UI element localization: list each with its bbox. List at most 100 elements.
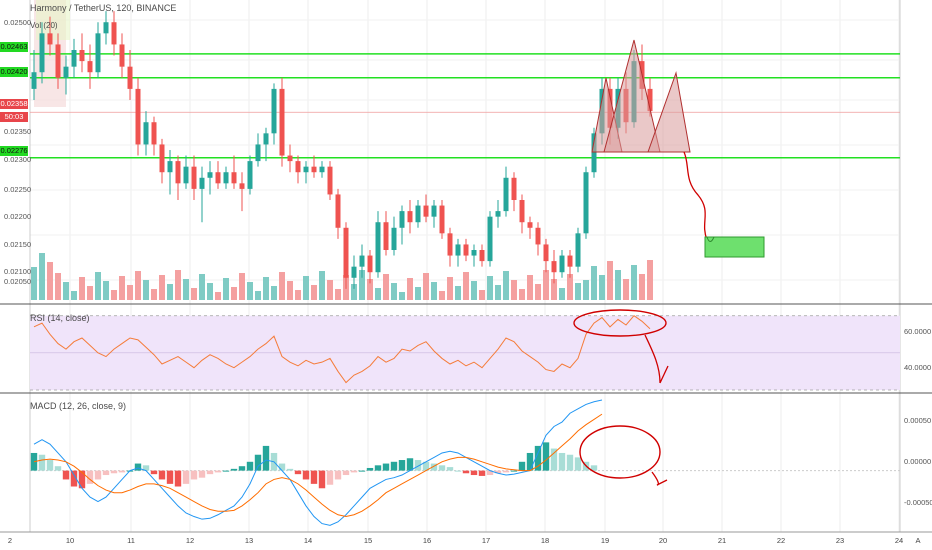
rsi-axis-label: 60.0000 [904, 327, 932, 336]
macd-histogram-bar [342, 470, 350, 476]
candle-body [71, 50, 77, 67]
time-axis-label: 21 [717, 536, 727, 545]
volume-bar [591, 266, 597, 300]
candle-body [647, 88, 653, 112]
volume-bar [607, 261, 613, 300]
volume-bar [87, 286, 93, 300]
macd-histogram-bar [326, 470, 334, 485]
macd-histogram-bar [38, 454, 46, 471]
volume-bar [479, 290, 485, 300]
candle-body [551, 261, 557, 273]
volume-label: Vol (20) [30, 21, 58, 30]
macd-histogram-bar [62, 470, 70, 480]
volume-bar [423, 273, 429, 300]
main-title: Harmony / TetherUS, 120, BINANCE [30, 3, 177, 13]
volume-bar [31, 267, 37, 300]
candle-body [511, 177, 517, 200]
macd-histogram-bar [446, 467, 454, 471]
volume-bar [199, 274, 205, 300]
volume-bar [383, 274, 389, 300]
candle-body [591, 133, 597, 173]
head-triangle [603, 39, 661, 153]
volume-bar [295, 290, 301, 300]
macd-histogram-bar [294, 470, 302, 475]
macd-histogram-bar [86, 470, 94, 484]
macd-histogram-bar [398, 460, 406, 471]
macd-histogram-bar [558, 452, 566, 471]
candle-body [103, 22, 109, 34]
candle-body [183, 166, 189, 184]
candle-body [95, 33, 101, 73]
candle-body [287, 155, 293, 162]
volume-bar [55, 273, 61, 300]
time-axis-label: 18 [540, 536, 550, 545]
macd-annotation-arrow [651, 471, 668, 486]
macd-histogram-bar [142, 465, 150, 471]
macd-histogram-bar [542, 442, 550, 471]
price-axis-label: 0.02350 [4, 127, 32, 136]
volume-bar [543, 270, 549, 300]
macd-histogram-bar [438, 465, 446, 471]
volume-bar [279, 272, 285, 300]
macd-histogram-bar [230, 468, 238, 471]
candle-body [199, 177, 205, 189]
time-axis-label: 14 [303, 536, 313, 545]
macd-histogram-bar [54, 466, 62, 471]
macd-histogram-bar [430, 463, 438, 471]
volume-bar [399, 292, 405, 300]
macd-histogram-bar [206, 470, 214, 475]
time-axis-label: 15 [363, 536, 373, 545]
candle-body [239, 183, 245, 189]
volume-bar [511, 280, 517, 300]
candle-body [567, 255, 573, 267]
price-axis-label: 0.02100 [4, 267, 32, 276]
volume-bar [327, 280, 333, 300]
price-axis-label: 0.02200 [4, 212, 32, 221]
candle-body [167, 161, 173, 173]
signal-line [33, 413, 603, 518]
volume-bar [503, 271, 509, 300]
target-marker [706, 236, 715, 242]
time-axis-label: 16 [422, 536, 432, 545]
candle-body [495, 211, 501, 217]
volume-bar [231, 287, 237, 300]
macd-histogram-bar [518, 461, 526, 471]
candle-body [207, 172, 213, 178]
macd-annotation-circle [579, 425, 661, 479]
macd-histogram-bar [198, 470, 206, 478]
macd-histogram-bar [590, 465, 598, 471]
price-axis-label: 0.02500 [4, 18, 32, 27]
macd-histogram-bar [278, 463, 286, 471]
volume-bar [359, 270, 365, 300]
time-axis-label: 2 [7, 536, 13, 545]
volume-bar [615, 270, 621, 300]
volume-bar [63, 282, 69, 300]
candle-body [423, 205, 429, 217]
volume-bar [639, 274, 645, 300]
time-axis-label: A [915, 536, 921, 545]
macd-histogram-bar [174, 470, 182, 487]
volume-bar [471, 281, 477, 300]
volume-bar [191, 288, 197, 300]
volume-bar [39, 253, 45, 300]
volume-bar [287, 281, 293, 300]
macd-line [33, 399, 603, 526]
candle-body [215, 172, 221, 184]
candle-body [487, 216, 493, 262]
volume-bar [431, 282, 437, 300]
price-axis-label: 0.02150 [4, 240, 32, 249]
volume-bar [487, 276, 493, 300]
volume-bar [583, 280, 589, 300]
candle-body [359, 255, 365, 267]
volume-bar [79, 277, 85, 300]
candle-body [231, 172, 237, 184]
time-axis-label: 11 [127, 536, 135, 545]
macd-histogram-bar [502, 470, 510, 473]
macd-histogram-bar [166, 470, 174, 484]
macd-histogram-bar [302, 470, 310, 480]
macd-histogram-bar [238, 466, 246, 471]
volume-bar [551, 279, 557, 300]
macd-histogram-bar [366, 467, 374, 471]
candle-body [519, 200, 525, 223]
